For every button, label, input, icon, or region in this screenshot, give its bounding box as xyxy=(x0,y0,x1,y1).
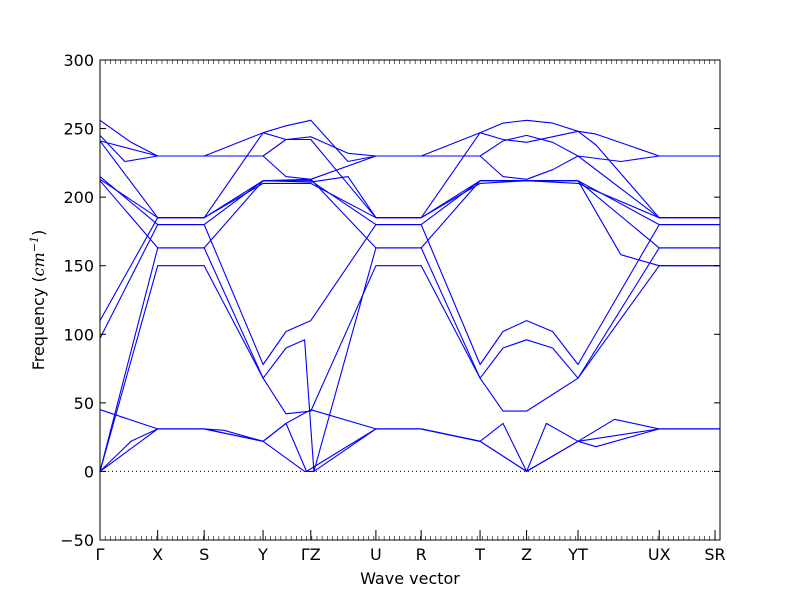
plot-area-frame xyxy=(99,59,721,541)
x-tick-label: Y xyxy=(257,545,268,564)
y-tick-label: 0 xyxy=(84,462,94,481)
y-axis-label-text: Frequency ( xyxy=(29,276,48,370)
band-line-2 xyxy=(99,418,720,472)
band-line-14 xyxy=(99,130,720,219)
y-tick-label: 200 xyxy=(63,188,94,207)
y-axis-label-unit: cm xyxy=(29,252,48,276)
x-tick-label: T xyxy=(474,545,485,564)
x-tick-label: YT xyxy=(567,545,588,564)
x-tick-label: U xyxy=(370,545,382,564)
x-axis-ticks: Γ X S Y ΓZ U R T Z YT UX SR xyxy=(96,530,726,564)
x-tick-label: Γ xyxy=(96,545,105,564)
y-tick-label: −50 xyxy=(60,531,94,550)
x-axis-label: Wave vector xyxy=(360,569,460,588)
band-line-12 xyxy=(99,134,720,163)
y-axis-label: Frequency (cm−1) xyxy=(28,230,48,371)
band-line-8 xyxy=(99,178,720,249)
band-line-4 xyxy=(99,265,720,472)
x-tick-label: UX xyxy=(648,545,671,564)
band-line-13 xyxy=(99,119,720,163)
band-series-group xyxy=(99,119,720,472)
y-axis-label-close: ) xyxy=(29,230,48,236)
x-tick-label: S xyxy=(199,545,209,564)
y-tick-label: 100 xyxy=(63,325,94,344)
band-line-9 xyxy=(99,178,720,267)
y-axis-ticks: −50 0 50 100 150 200 250 300 xyxy=(60,51,720,550)
x-tick-label: SR xyxy=(704,545,725,564)
band-line-3 xyxy=(99,409,720,472)
y-tick-label: 150 xyxy=(63,257,94,276)
band-line-6 xyxy=(99,224,720,366)
y-axis-label-exponent: −1 xyxy=(28,236,41,252)
band-line-11 xyxy=(99,140,720,219)
band-line-1 xyxy=(99,428,720,472)
x-tick-label: R xyxy=(416,545,427,564)
y-tick-label: 300 xyxy=(63,51,94,70)
x-tick-label: ΓZ xyxy=(301,545,321,564)
x-tick-label: X xyxy=(152,545,163,564)
y-tick-label: 50 xyxy=(74,394,94,413)
minor-tick-group xyxy=(99,60,721,540)
y-tick-label: 250 xyxy=(63,120,94,139)
x-tick-label: Z xyxy=(521,545,532,564)
